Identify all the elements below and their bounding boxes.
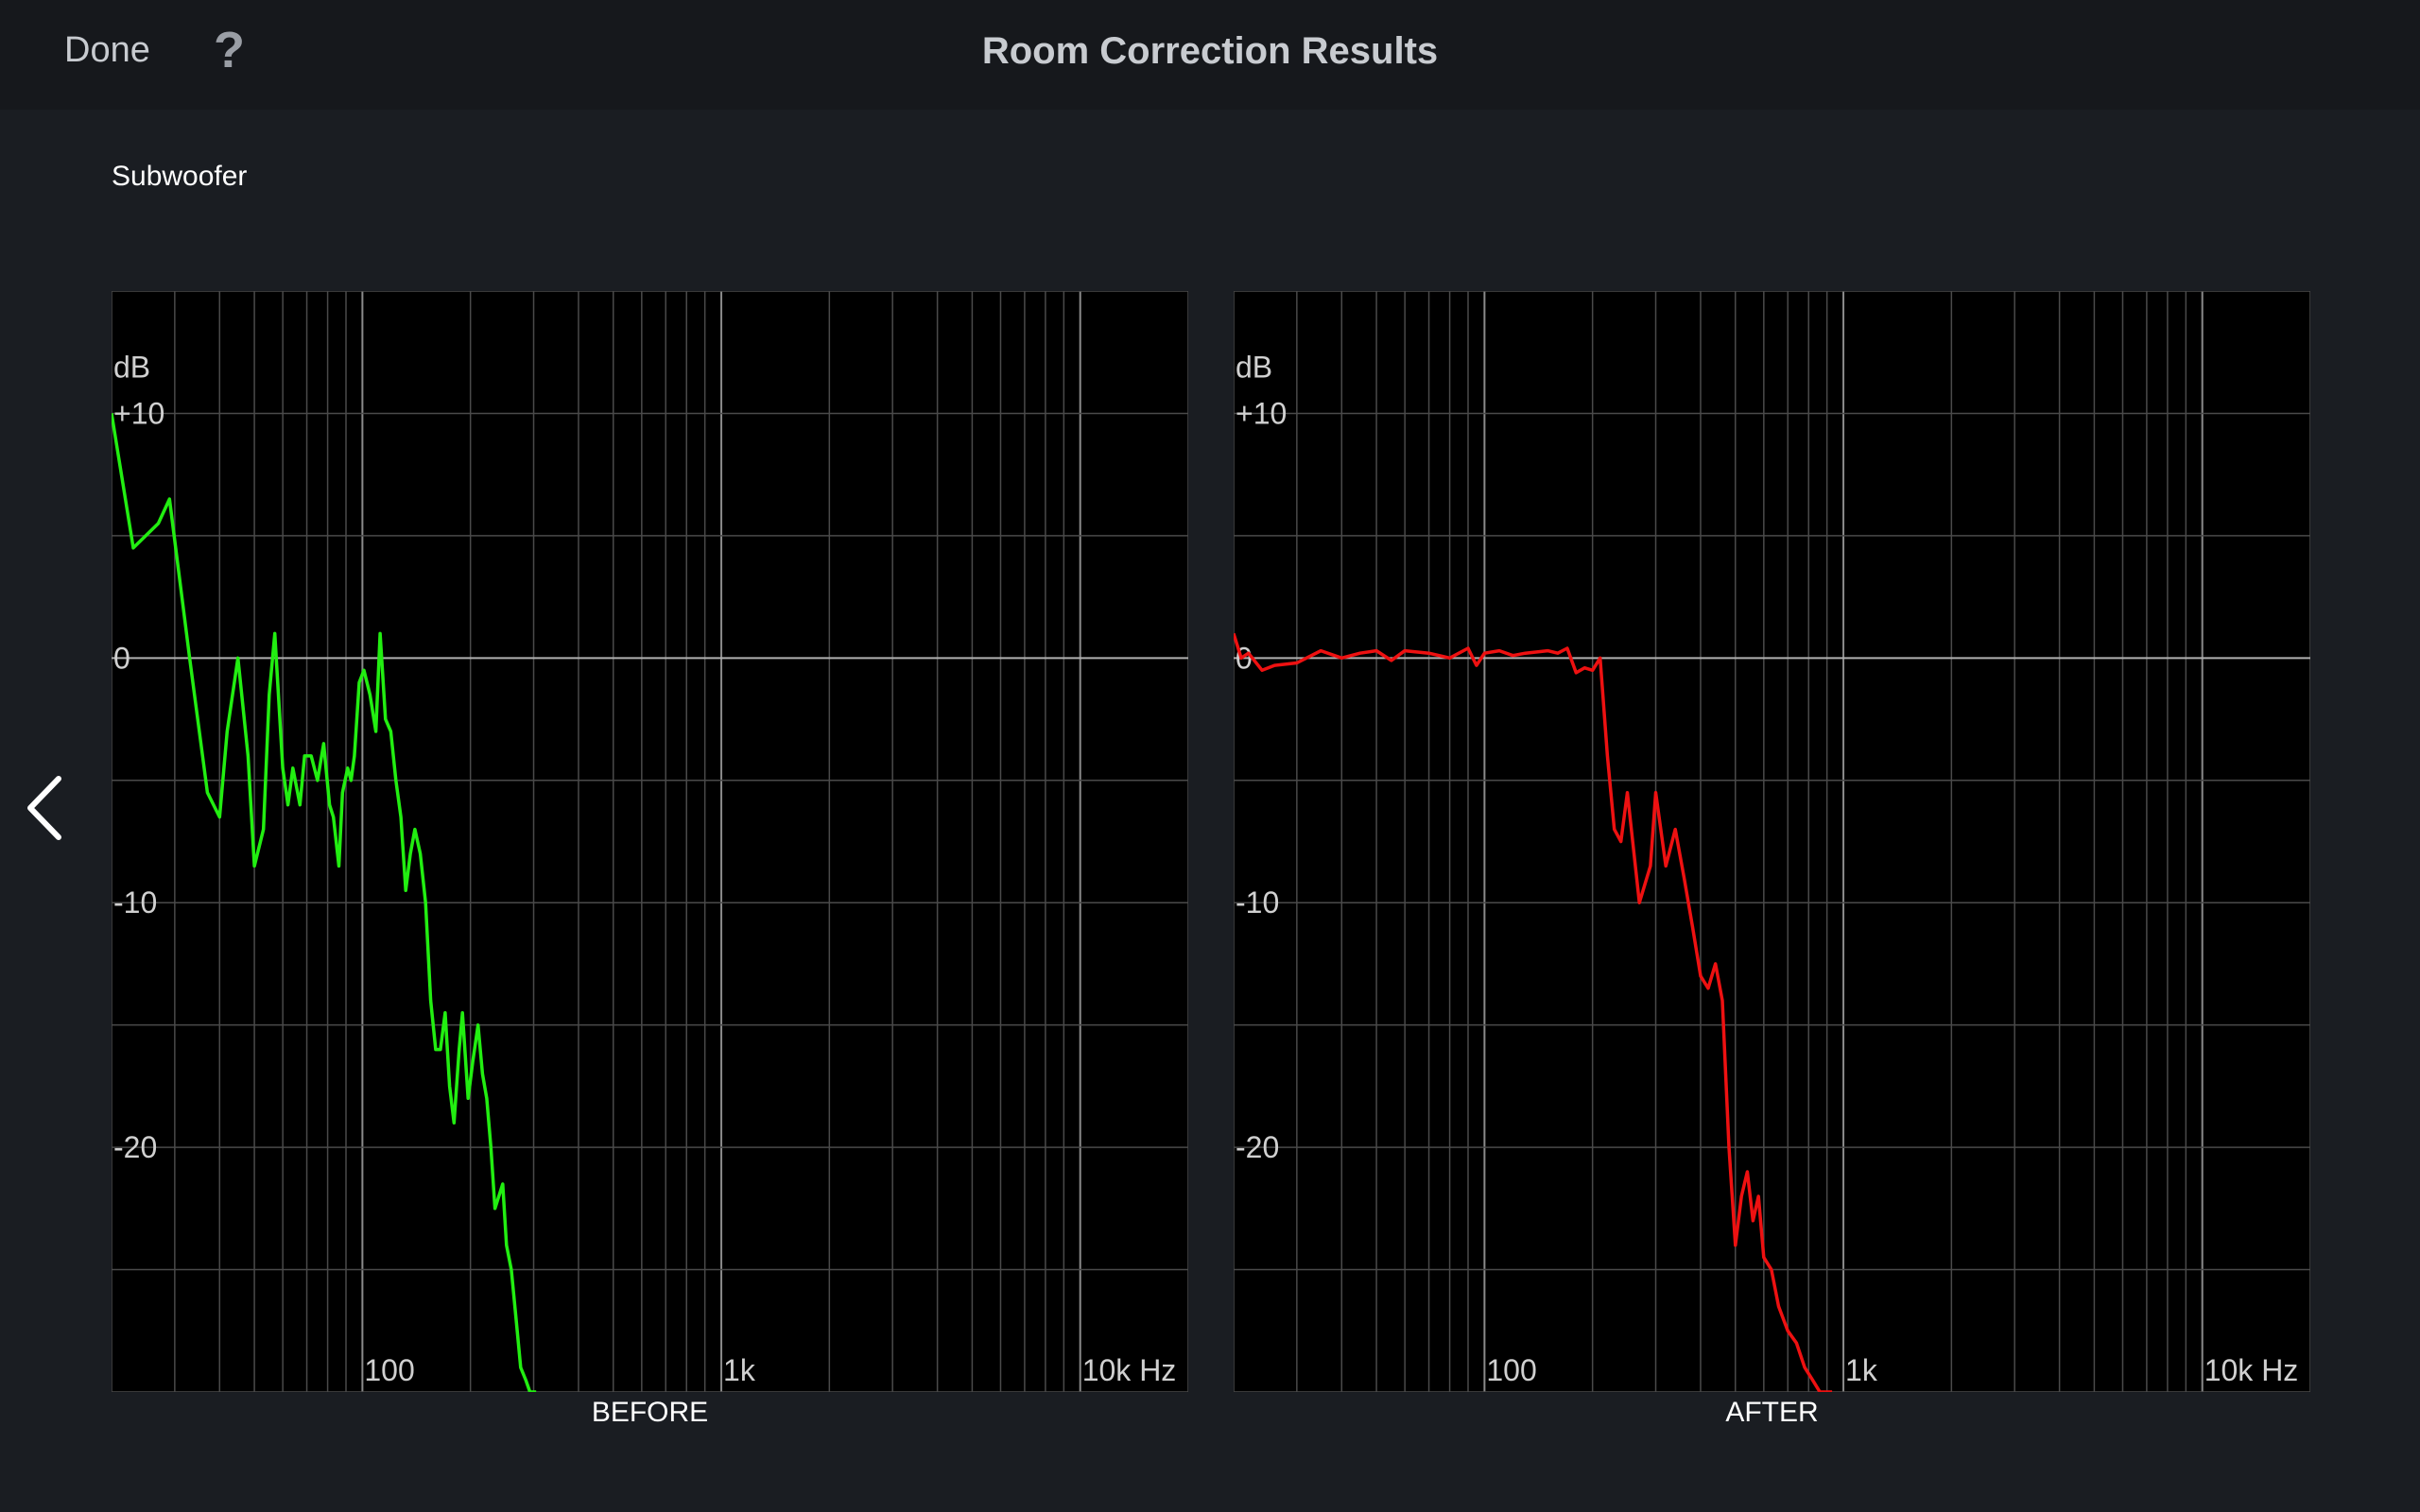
- x-tick-label: 100: [364, 1353, 414, 1387]
- x-tick-label: 1k: [1845, 1353, 1878, 1387]
- top-bar: Done ? Room Correction Results: [0, 0, 2420, 110]
- speaker-label: Subwoofer: [112, 161, 248, 192]
- after-chart: dB +10 0 -10 -20 100 1k 10k Hz: [1234, 291, 2310, 1392]
- plot-background: [1234, 291, 2310, 1392]
- y-tick-label: -20: [1236, 1130, 1279, 1164]
- y-tick-label: -10: [1236, 885, 1279, 919]
- plot-svg: dB +10 0 -10 -20 100 1k 10k Hz: [112, 291, 1188, 1392]
- y-tick-label: -10: [113, 885, 157, 919]
- page-title: Room Correction Results: [981, 30, 1439, 72]
- x-tick-label: 10k Hz: [2204, 1353, 2299, 1387]
- response-curve: [112, 413, 537, 1392]
- y-unit-label: dB: [1236, 351, 1272, 385]
- before-caption: BEFORE: [591, 1397, 709, 1428]
- previous-button[interactable]: [19, 765, 76, 850]
- before-chart: dB +10 0 -10 -20 100 1k 10k Hz: [112, 291, 1188, 1392]
- y-tick-label: +10: [1236, 396, 1287, 430]
- x-tick-label: 1k: [723, 1353, 756, 1387]
- plot-background: [112, 291, 1188, 1392]
- after-caption: AFTER: [1725, 1397, 1819, 1428]
- chevron-left-icon: [27, 776, 61, 840]
- done-button[interactable]: Done: [64, 30, 150, 70]
- y-tick-label: -20: [113, 1130, 157, 1164]
- response-curve: [1234, 632, 1833, 1392]
- x-tick-label: 10k Hz: [1082, 1353, 1177, 1387]
- y-unit-label: dB: [113, 351, 150, 385]
- x-tick-label: 100: [1486, 1353, 1536, 1387]
- y-tick-label: 0: [113, 641, 130, 675]
- help-button[interactable]: ?: [214, 22, 245, 78]
- y-tick-label: +10: [113, 396, 164, 430]
